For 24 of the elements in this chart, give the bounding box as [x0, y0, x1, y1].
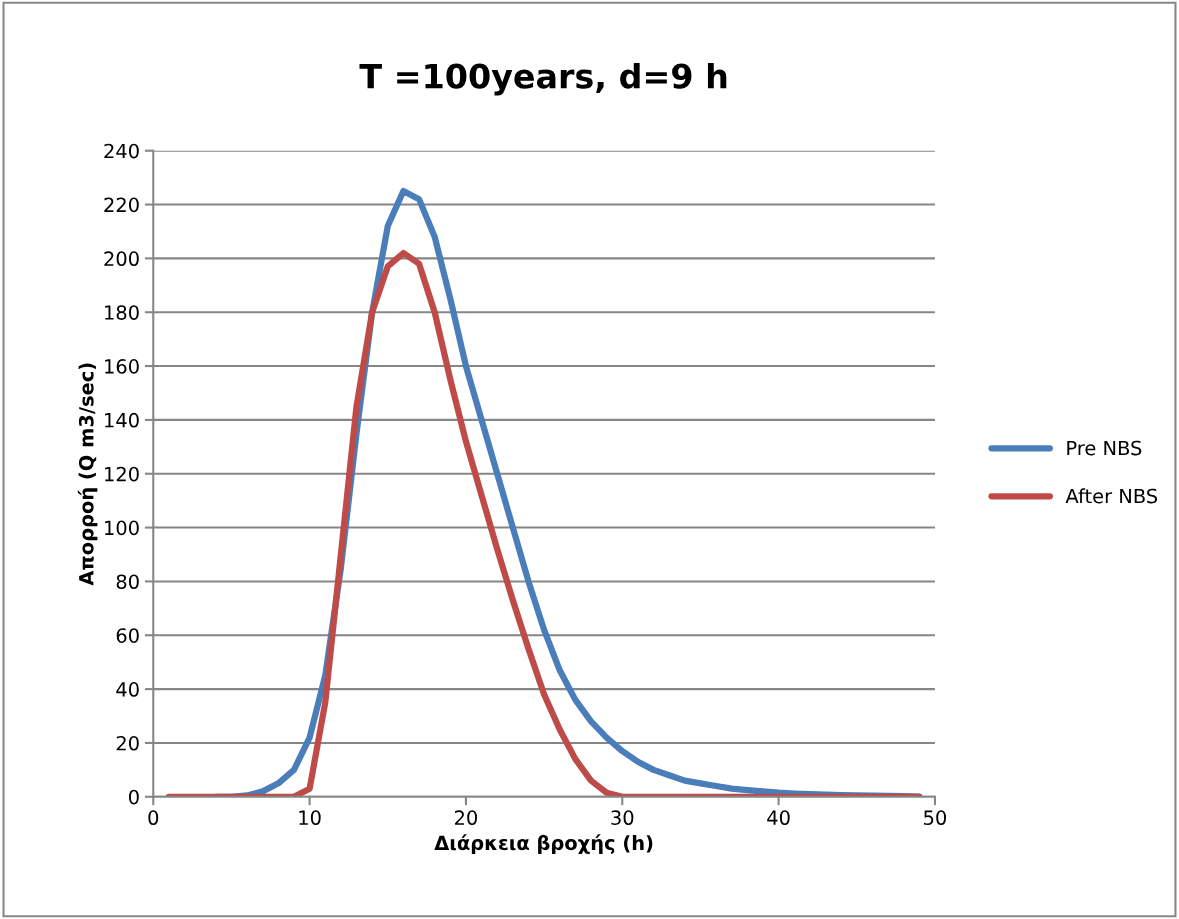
y-tick-label: 240	[104, 143, 139, 159]
y-tick-label: 60	[116, 628, 139, 643]
y-tick-label: 40	[116, 682, 139, 697]
x-tick-label: 10	[299, 810, 321, 826]
legend-label: After NBS	[1065, 488, 1158, 504]
chart-title: T =100years, d=9 h	[359, 62, 727, 96]
x-tick-label: 40	[767, 810, 790, 826]
x-tick-label: 20	[454, 810, 478, 826]
y-tick-label: 120	[105, 466, 139, 482]
y-tick-label: 0	[128, 789, 139, 805]
x-tick-label: 30	[611, 810, 634, 826]
y-tick-label: 160	[105, 359, 139, 374]
y-tick-label: 20	[116, 735, 139, 751]
y-tick-label: 220	[104, 197, 139, 213]
y-tick-label: 180	[105, 305, 139, 320]
x-tick-label: 50	[924, 810, 947, 826]
y-tick-label: 80	[116, 574, 139, 590]
y-tick-label: 200	[104, 251, 139, 267]
legend-label: Pre NBS	[1067, 440, 1142, 456]
y-axis-title: Απορροή (Q m3/sec)	[77, 363, 98, 586]
y-tick-label: 100	[105, 520, 139, 536]
x-axis-title: Διάρκεια βροχής (h)	[434, 834, 653, 854]
y-tick-label: 140	[105, 412, 139, 428]
x-tick-label: 0	[148, 810, 159, 826]
